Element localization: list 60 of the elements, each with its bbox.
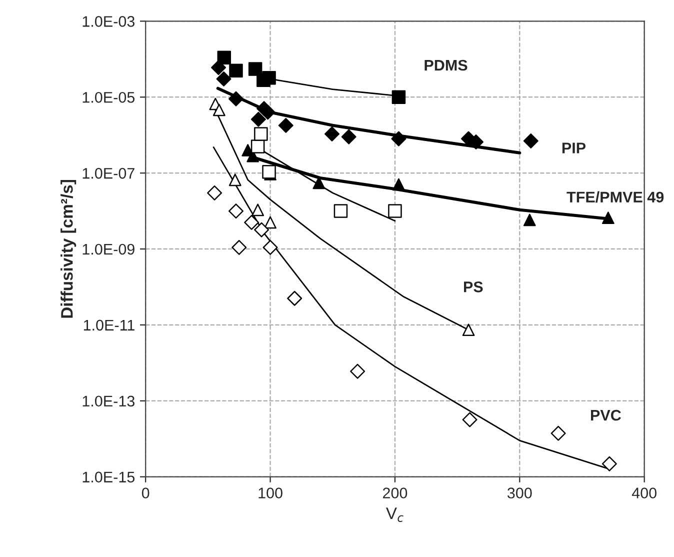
point	[468, 134, 484, 150]
point	[228, 91, 244, 106]
point	[252, 204, 264, 216]
x-tick-label: 200	[382, 488, 408, 498]
text: PS	[464, 282, 483, 292]
series-label: PDMS	[424, 60, 468, 71]
point	[334, 204, 348, 218]
point	[207, 185, 222, 200]
point	[278, 118, 294, 133]
point	[392, 90, 406, 104]
x-tick-label: 400	[632, 488, 656, 498]
point	[262, 71, 276, 85]
point	[262, 165, 276, 179]
point	[228, 204, 244, 219]
point	[254, 222, 270, 238]
point	[262, 240, 278, 255]
point	[388, 204, 402, 218]
point	[211, 60, 226, 76]
point	[550, 426, 566, 441]
point	[229, 64, 243, 78]
point	[232, 240, 247, 255]
point	[248, 62, 262, 76]
point	[602, 456, 617, 472]
point	[260, 104, 276, 120]
point	[217, 50, 232, 64]
x-tick-label: 100	[258, 488, 282, 498]
x-axis-title: V$_{c}$	[386, 508, 404, 522]
y-tick-label: 1.0E-05	[82, 92, 135, 103]
point	[287, 290, 302, 306]
point	[264, 216, 276, 229]
y-tick-label: 1.0E-15	[82, 472, 135, 482]
point	[250, 140, 265, 154]
series-label: PVC	[591, 410, 621, 421]
point	[250, 112, 266, 127]
point	[602, 212, 614, 224]
y-tick-label: 1.0E-13	[82, 396, 134, 407]
point	[392, 178, 405, 191]
point	[462, 412, 478, 428]
y-tick-label: 1.0E-07	[82, 168, 134, 179]
point	[324, 126, 340, 142]
point	[228, 174, 242, 186]
point	[341, 129, 356, 144]
point	[462, 324, 475, 336]
point	[523, 214, 536, 226]
point	[350, 364, 366, 379]
x-tick-label: 0	[142, 488, 150, 498]
point	[523, 133, 538, 148]
point	[254, 127, 268, 141]
line-series	[216, 86, 522, 154]
y-tick-label: 1.0E-03	[82, 16, 134, 27]
point	[216, 71, 232, 86]
y-axis-title: Diffusivity [cm²/s]	[60, 180, 76, 318]
y-tick-label: 1.0E-09	[82, 244, 134, 255]
series-label: TFE/PMVE 49	[566, 191, 664, 203]
point	[244, 214, 260, 230]
point	[391, 131, 406, 146]
series-label: PIP	[562, 142, 586, 154]
y-tick-label: 1.0E-11	[84, 320, 134, 331]
x-tick-label: 300	[507, 488, 532, 498]
point	[212, 104, 226, 116]
